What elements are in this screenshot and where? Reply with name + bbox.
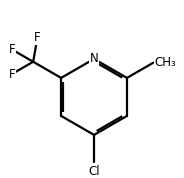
Text: F: F [8,68,15,81]
Text: Cl: Cl [88,165,100,178]
Text: CH₃: CH₃ [154,56,176,69]
Text: N: N [90,52,98,65]
Text: F: F [8,43,15,56]
Text: F: F [34,31,41,44]
